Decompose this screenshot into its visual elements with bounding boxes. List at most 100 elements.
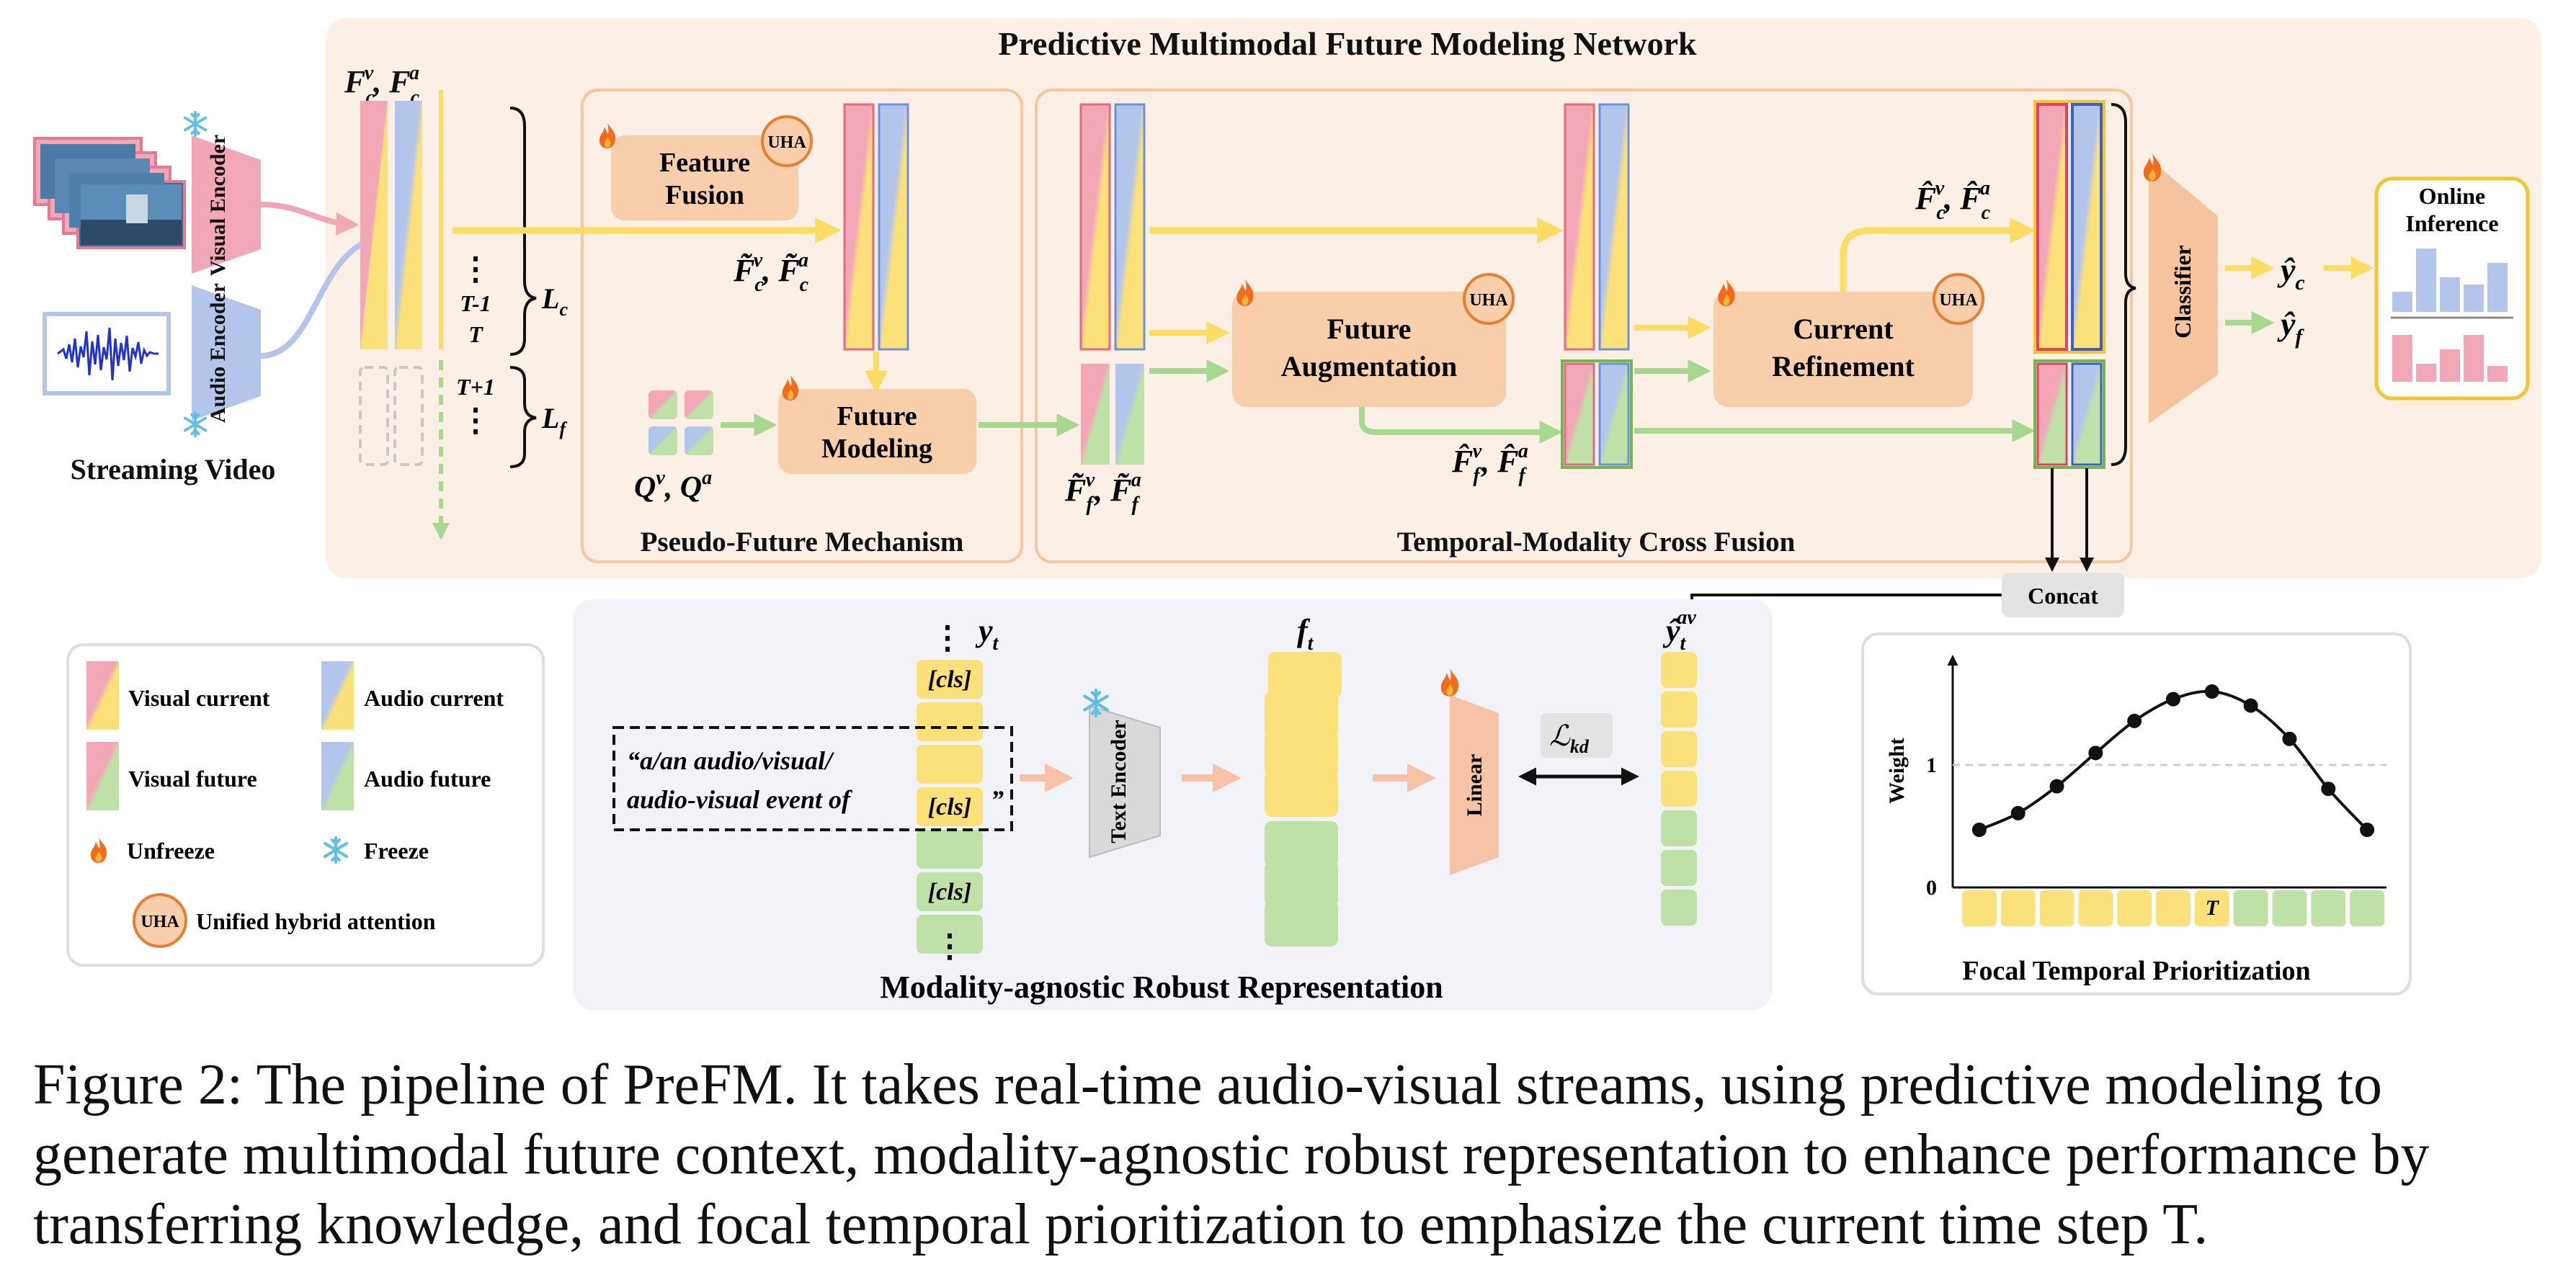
cls-token-1: [cls] — [928, 666, 971, 693]
feature-sequence-future-placeholder — [359, 366, 424, 466]
t-label: T — [468, 321, 483, 347]
main-panel-title: Predictive Multimodal Future Modeling Ne… — [998, 25, 1697, 62]
temporal-modality-title: Temporal-Modality Cross Fusion — [1397, 527, 1796, 558]
temporal-modality-panel — [1035, 89, 2133, 563]
current-refinement-label-2: Refinement — [1772, 350, 1915, 382]
ftp-timeline-cell — [2000, 890, 2036, 926]
visual-encoder-freeze-icon — [183, 110, 208, 138]
ftp-timeline-cell — [2117, 890, 2152, 926]
stage1-current-features — [1079, 103, 1146, 351]
ftp-data-point — [1971, 823, 1987, 837]
legend-audio-current-swatch — [321, 661, 354, 730]
stage1-future-features — [1081, 364, 1144, 465]
visual-encoder: Visual Encoder — [192, 135, 261, 276]
final-future-features — [2033, 359, 2105, 469]
online-inference-visual-bars — [2392, 335, 2508, 382]
legend-audio-current: Audio current — [364, 685, 504, 711]
ftp-panel — [1861, 632, 2412, 995]
svg-text:UHA: UHA — [1469, 291, 1508, 310]
figure-caption: Figure 2: The pipeline of PreFM. It take… — [33, 1053, 2430, 1256]
svg-text:UHA: UHA — [767, 133, 806, 152]
svg-text:Audio Encoder: Audio Encoder — [206, 283, 230, 423]
legend-visual-current: Visual current — [128, 685, 270, 711]
yav-token-column — [1661, 652, 1697, 926]
lc-brace — [509, 107, 537, 356]
ftp-ylabel: Weight — [1885, 738, 1909, 804]
future-modeling-block — [778, 389, 976, 474]
ftp-timeline — [1962, 890, 2384, 926]
prompt-close-quote: ” — [991, 785, 1004, 814]
ftp-t-label: T — [2206, 896, 2220, 920]
legend-visual-future-swatch — [86, 742, 119, 810]
svg-text:UHA: UHA — [141, 913, 179, 931]
current-refinement-block — [1713, 292, 1973, 407]
feature-fusion-block — [611, 135, 798, 220]
vdots-1: ⋮ — [460, 251, 491, 287]
video-frames-stack — [33, 137, 186, 249]
ftp-data-point — [2127, 713, 2142, 728]
audio-to-feature-arrow — [260, 228, 387, 359]
legend-visual-future: Visual future — [128, 766, 257, 792]
future-modeling-label-2: Modeling — [821, 434, 932, 464]
pseudo-future-title: Pseudo-Future Mechanism — [641, 527, 964, 558]
text-encoder — [1089, 704, 1161, 859]
ftp-data-point — [2243, 698, 2258, 713]
ftp-data-point — [2166, 692, 2180, 707]
ftp-data-point — [2010, 805, 2025, 820]
ftp-data-point — [2321, 782, 2336, 797]
refine-to-current-arrow — [1840, 218, 2036, 292]
stage2-current-features — [1564, 103, 1630, 351]
legend-unfreeze: Unfreeze — [127, 838, 215, 864]
legend-uha: Unified hybrid attention — [196, 908, 436, 934]
legend-freeze: Freeze — [364, 838, 429, 864]
linear-label: Linear — [1463, 754, 1487, 817]
ftp-data-point — [2049, 779, 2064, 794]
label-token-column — [917, 660, 983, 954]
current-refinement-uha-badge: UHA — [1933, 273, 1984, 325]
feature-fusion-uha-badge: UHA — [761, 115, 813, 167]
lf-label: Lf — [541, 402, 567, 439]
t-plus-1-label: T+1 — [456, 374, 495, 400]
classifier-block — [2149, 158, 2218, 424]
feature-fusion-label-2: Fusion — [665, 180, 744, 210]
svg-text:UHA: UHA — [1939, 291, 1978, 310]
ftp-data-point — [2204, 684, 2219, 699]
aug-to-future-arrow — [1359, 407, 1563, 444]
prompt-line-1: “a/an audio/visual/ — [627, 746, 834, 775]
ftp-y-tick-0: 0 — [1926, 876, 1937, 900]
yt-vdots: ⋮ — [932, 620, 963, 655]
ftp-timeline-cell — [2078, 890, 2113, 926]
svg-text:Visual Encoder: Visual Encoder — [206, 135, 230, 276]
prefm-pipeline-diagram: Predictive Multimodal Future Modeling Ne… — [33, 18, 2541, 1010]
ftp-timeline-cell — [2311, 890, 2346, 926]
text-feature-stack — [1265, 652, 1342, 946]
kd-loss-box — [1541, 713, 1613, 758]
ftp-data-point — [2282, 731, 2297, 746]
classifier-label: Classifier — [2170, 245, 2196, 339]
vdots-2: ⋮ — [460, 403, 491, 438]
future-augmentation-block — [1232, 292, 1506, 407]
prompt-line-2: audio-visual event of — [627, 785, 852, 814]
ftp-timeline-cell — [2272, 890, 2307, 926]
lc-label: Lc — [541, 282, 568, 320]
ftp-y-tick-1: 1 — [1926, 753, 1937, 777]
future-augmentation-uha-badge: UHA — [1463, 273, 1515, 325]
mar-panel — [573, 599, 1773, 1010]
kd-loss-label: ℒkd — [1549, 720, 1590, 757]
legend-audio-future-swatch — [321, 742, 354, 810]
ftp-timeline-cell — [2233, 890, 2268, 926]
legend-box — [66, 643, 545, 967]
ftp-points — [1971, 684, 2375, 837]
t-minus-1-label: T-1 — [460, 290, 491, 316]
online-inference-audio-bars — [2392, 249, 2508, 312]
ftp-timeline-cell — [2194, 890, 2229, 926]
concat-box — [2002, 573, 2124, 617]
ftp-data-point — [2360, 823, 2375, 837]
audio-waveform-box — [43, 312, 171, 395]
feature-fusion-label-1: Feature — [659, 148, 750, 178]
final-current-features — [2033, 100, 2105, 354]
feature-sequence-current — [360, 101, 422, 349]
pseudo-future-panel — [581, 89, 1023, 563]
legend-uha-icon: UHA — [133, 893, 187, 948]
lf-brace — [509, 366, 537, 468]
